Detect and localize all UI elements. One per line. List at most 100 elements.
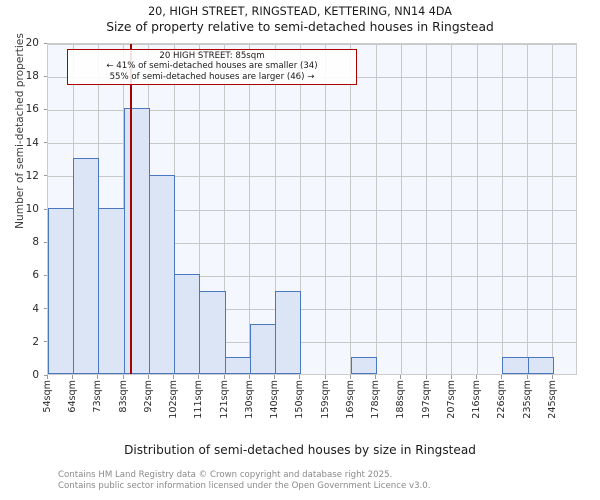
- x-axis-tick-label: 245sqm: [546, 380, 558, 419]
- y-axis-tick: [43, 208, 47, 210]
- x-axis-tick: [526, 375, 528, 379]
- x-axis-tick-label: 64sqm: [67, 380, 79, 413]
- x-axis-tick-label: 83sqm: [117, 380, 129, 413]
- chart-title-block: 20, HIGH STREET, RINGSTEAD, KETTERING, N…: [0, 4, 600, 36]
- y-axis-tick: [43, 75, 47, 77]
- x-axis-tick: [450, 375, 452, 379]
- x-axis-tick: [375, 375, 377, 379]
- gridline-horizontal: [48, 275, 576, 277]
- histogram-bar: [123, 108, 150, 374]
- page-title: 20, HIGH STREET, RINGSTEAD, KETTERING, N…: [148, 5, 452, 18]
- x-axis-tick-label: 73sqm: [92, 380, 104, 413]
- x-axis-tick-label: 159sqm: [319, 380, 331, 419]
- x-axis-tick: [198, 375, 200, 379]
- property-annotation-box: 20 HIGH STREET: 85sqm ← 41% of semi-detac…: [67, 49, 357, 86]
- x-axis-tick-label: 150sqm: [294, 380, 306, 419]
- histogram-bar: [174, 274, 201, 374]
- gridline-vertical: [375, 44, 377, 374]
- x-axis-tick-label: 188sqm: [395, 380, 407, 419]
- x-axis-tick-label: 111sqm: [193, 380, 205, 419]
- y-axis-tick: [43, 108, 47, 110]
- y-axis-tick-label: 12: [25, 169, 39, 182]
- y-axis-tick: [43, 241, 47, 243]
- x-axis-tick: [299, 375, 301, 379]
- attribution-footer: Contains HM Land Registry data © Crown c…: [58, 470, 598, 491]
- histogram-bar: [350, 357, 378, 374]
- y-axis-tick-label: 16: [25, 103, 39, 116]
- x-axis-tick: [274, 375, 276, 379]
- y-axis-tick-label: 14: [25, 136, 39, 149]
- subject-property-marker-line: [129, 44, 132, 374]
- x-axis-tick-label: 216sqm: [471, 380, 483, 419]
- gridline-vertical: [198, 44, 200, 374]
- x-axis-tick-label: 92sqm: [142, 380, 154, 413]
- x-axis-tick-label: 197sqm: [420, 380, 432, 419]
- histogram-bar: [98, 208, 125, 374]
- x-axis-tick: [223, 375, 225, 379]
- x-axis-tick-label: 207sqm: [445, 380, 457, 419]
- x-axis-tick: [501, 375, 503, 379]
- gridline-vertical: [426, 44, 428, 374]
- annotation-property-size: 20 HIGH STREET: 85sqm: [159, 51, 265, 61]
- x-axis-tick: [551, 375, 553, 379]
- x-axis-tick-label: 130sqm: [243, 380, 255, 419]
- y-axis-tick: [43, 175, 47, 177]
- x-axis-tick: [122, 375, 124, 379]
- y-axis-tick: [43, 308, 47, 310]
- gridline-vertical: [451, 44, 453, 374]
- plot-area: [47, 43, 577, 375]
- y-axis-tick-label: 6: [32, 269, 39, 282]
- histogram-bar: [148, 174, 176, 374]
- annotation-larger-share: 55% of semi-detached houses are larger (…: [109, 71, 315, 82]
- y-axis-tick-label: 10: [25, 203, 39, 215]
- x-axis-title: Distribution of semi-detached houses by …: [124, 443, 476, 457]
- histogram-bar: [73, 158, 100, 374]
- gridline-horizontal: [48, 43, 576, 45]
- y-axis-tick-label: 2: [32, 335, 39, 348]
- y-axis-tick: [43, 274, 47, 276]
- histogram-bar: [527, 357, 554, 374]
- histogram-bar: [224, 357, 251, 374]
- plot-inner: [48, 43, 576, 374]
- gridline-vertical: [400, 44, 402, 374]
- x-axis-tick-label: 235sqm: [521, 380, 533, 419]
- histogram-bar: [199, 291, 226, 374]
- x-axis-tick: [72, 375, 74, 379]
- gridline-vertical: [552, 44, 554, 374]
- x-axis-tick: [248, 375, 250, 379]
- y-axis-tick: [43, 42, 47, 44]
- x-axis-tick-label: 102sqm: [168, 380, 180, 419]
- y-axis-tick: [43, 341, 47, 343]
- chart-subtitle: Size of property relative to semi-detach…: [106, 20, 494, 34]
- histogram-bar: [48, 208, 75, 374]
- gridline-horizontal: [48, 242, 576, 244]
- x-axis-tick: [400, 375, 402, 379]
- footer-line-2: Contains public sector information licen…: [58, 480, 431, 491]
- histogram-bar: [275, 291, 302, 374]
- histogram-bar: [249, 324, 277, 374]
- x-axis-tick-label: 226sqm: [496, 380, 508, 419]
- gridline-horizontal: [48, 143, 576, 145]
- gridline-vertical: [299, 44, 301, 374]
- x-axis-tick-label: 121sqm: [218, 380, 230, 419]
- gridline-vertical: [249, 44, 251, 374]
- x-axis-tick-label: 169sqm: [344, 380, 356, 419]
- x-axis-tick-label: 54sqm: [42, 380, 53, 413]
- x-axis-tick: [47, 375, 48, 379]
- x-axis-tick-label: 140sqm: [269, 380, 281, 419]
- gridline-horizontal: [48, 176, 576, 178]
- y-axis-tick-label: 20: [25, 37, 39, 49]
- y-axis-tick: [43, 142, 47, 144]
- y-axis-tick-label: 0: [32, 369, 39, 381]
- gridline-vertical: [501, 44, 503, 374]
- x-axis-tick-label: 178sqm: [370, 380, 382, 419]
- gridline-horizontal: [48, 309, 576, 311]
- gridline-horizontal: [48, 342, 576, 344]
- x-axis-tick: [324, 375, 326, 379]
- gridline-horizontal: [48, 109, 576, 111]
- x-axis-tick: [425, 375, 427, 379]
- y-axis-tick-label: 18: [25, 70, 39, 83]
- y-axis-tick: [43, 374, 47, 376]
- x-axis-tick: [147, 375, 149, 379]
- x-axis-tick: [476, 375, 478, 379]
